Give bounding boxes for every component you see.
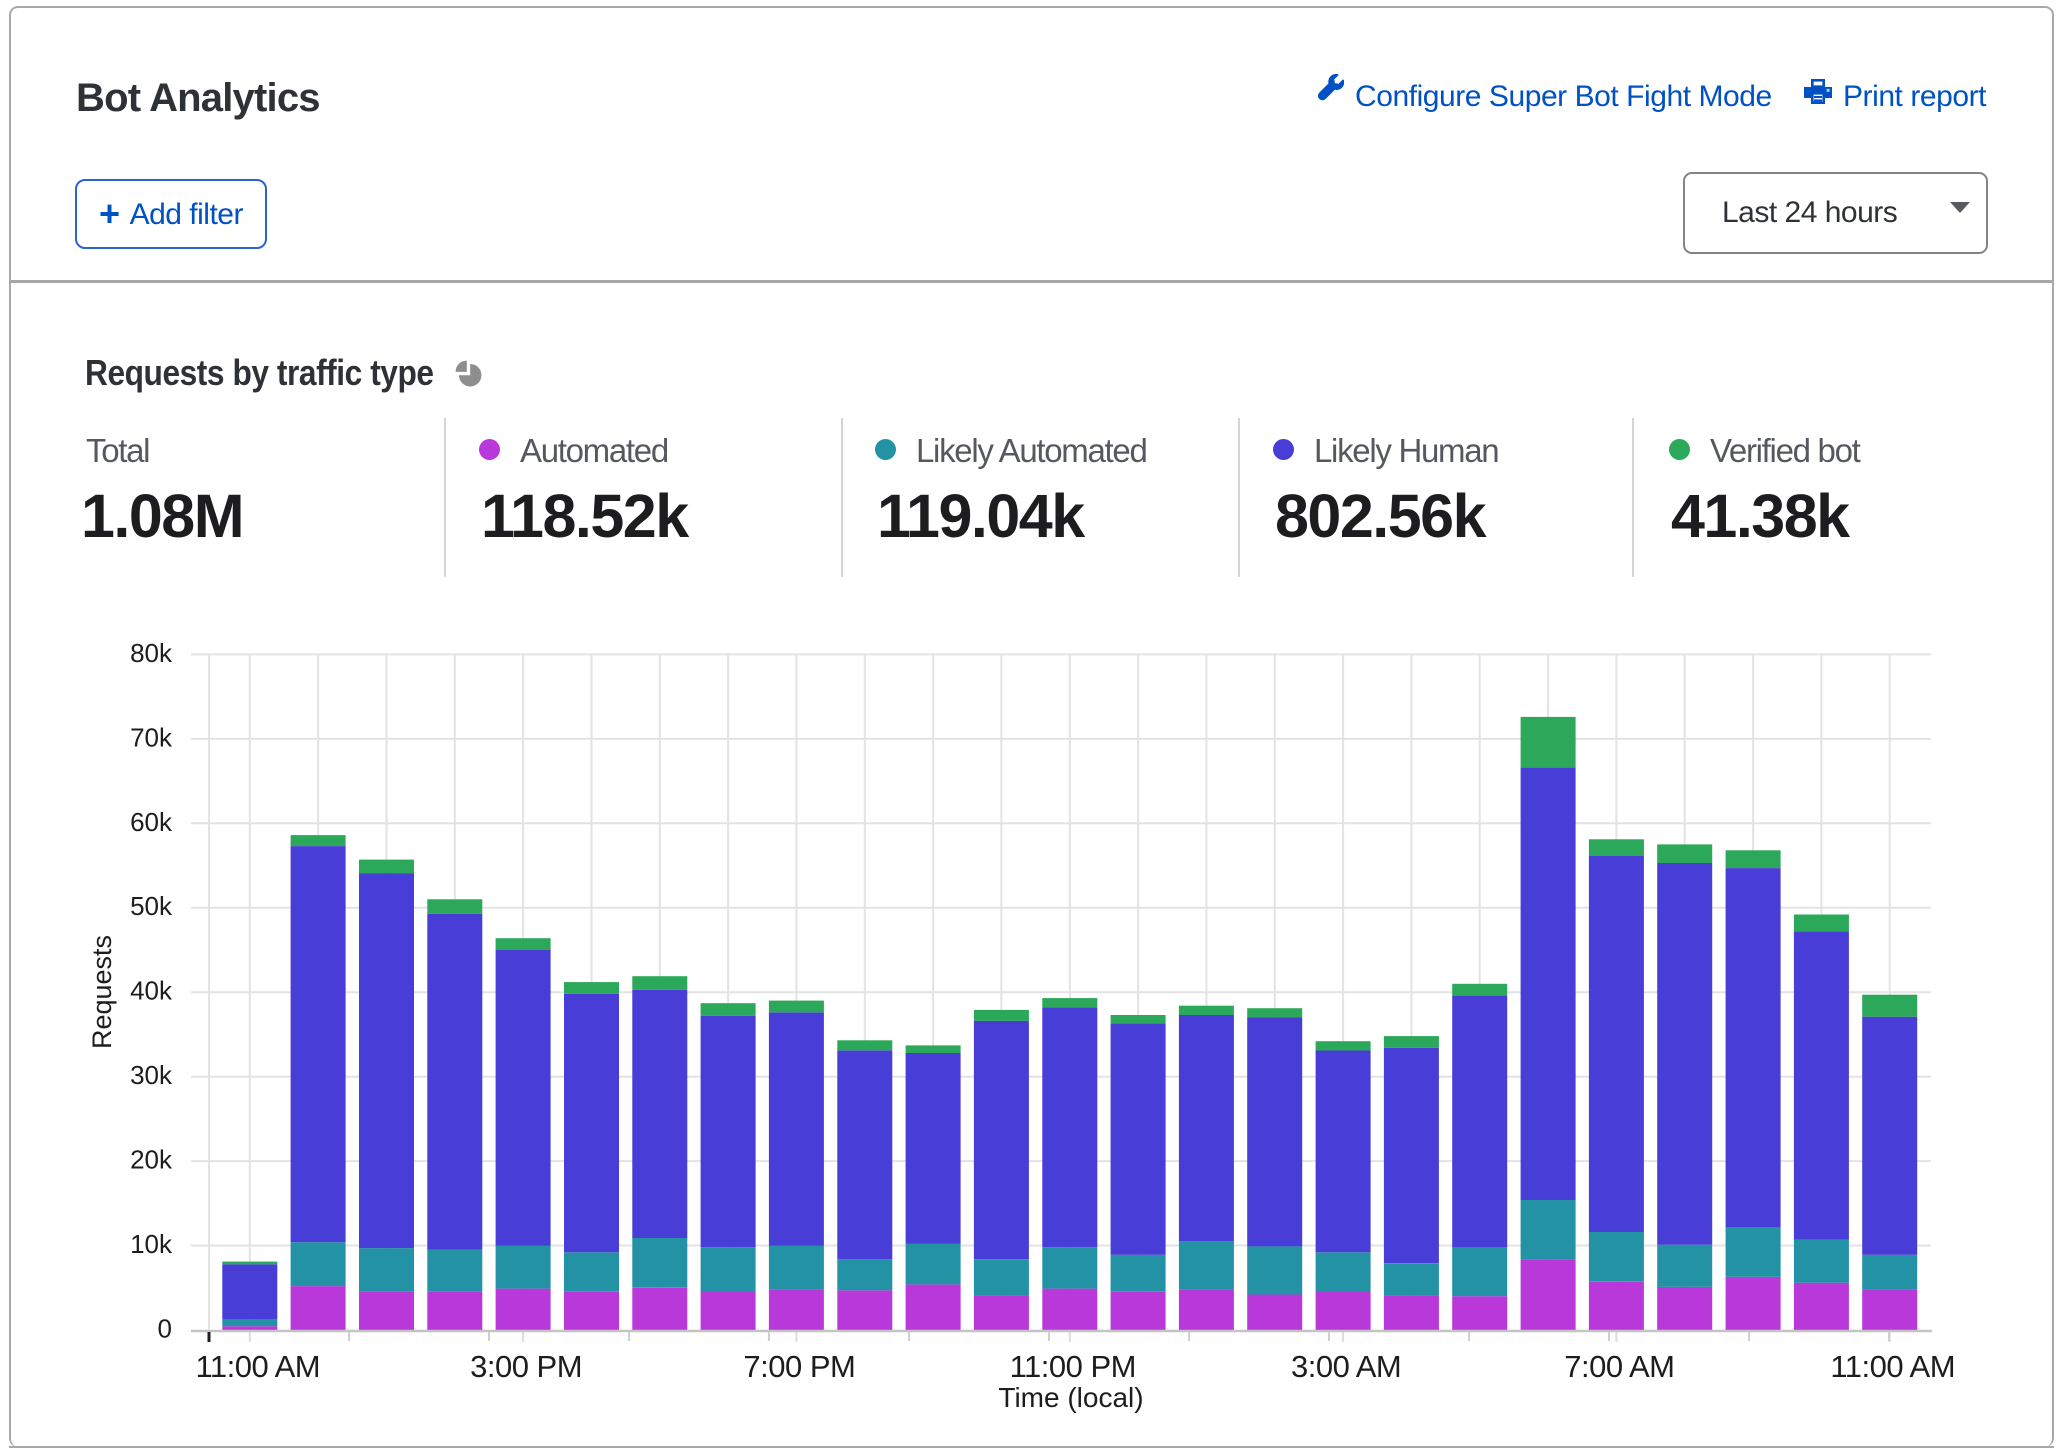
svg-text:70k: 70k: [130, 722, 173, 752]
svg-text:40k: 40k: [130, 976, 173, 1006]
svg-text:80k: 80k: [130, 638, 173, 668]
svg-text:11:00 PM: 11:00 PM: [1010, 1349, 1136, 1384]
svg-text:7:00 AM: 7:00 AM: [1564, 1349, 1674, 1384]
svg-text:11:00 AM: 11:00 AM: [195, 1349, 320, 1384]
svg-text:3:00 AM: 3:00 AM: [1291, 1349, 1401, 1384]
svg-text:10k: 10k: [130, 1229, 173, 1259]
svg-text:0: 0: [158, 1314, 172, 1344]
svg-text:11:00 AM: 11:00 AM: [1830, 1349, 1955, 1384]
svg-text:7:00 PM: 7:00 PM: [743, 1349, 855, 1384]
svg-text:20k: 20k: [130, 1145, 173, 1175]
svg-text:60k: 60k: [130, 807, 173, 837]
svg-text:Requests: Requests: [87, 935, 117, 1049]
svg-text:Time (local): Time (local): [998, 1382, 1143, 1413]
svg-text:50k: 50k: [130, 891, 173, 921]
svg-text:3:00 PM: 3:00 PM: [470, 1349, 582, 1384]
svg-text:30k: 30k: [130, 1060, 173, 1090]
